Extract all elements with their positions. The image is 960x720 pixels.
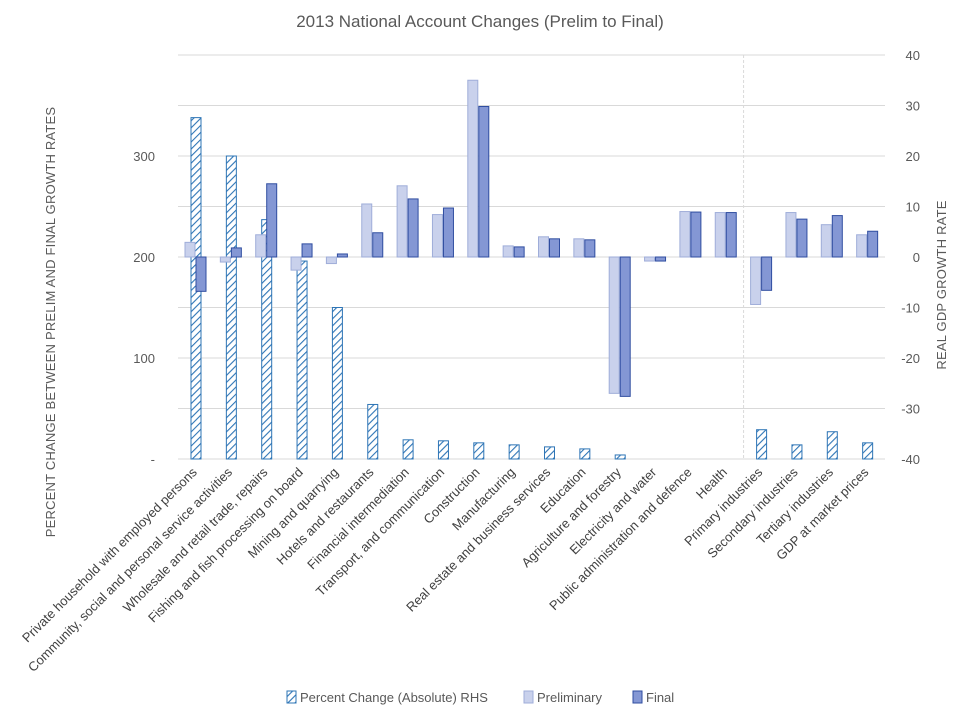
percent-change-bar <box>473 442 485 460</box>
preliminary-bar <box>785 212 797 258</box>
right-tick-label: 40 <box>906 48 920 63</box>
final-bar <box>831 215 843 258</box>
preliminary-bar <box>467 79 479 258</box>
right-tick-label: -30 <box>901 402 920 417</box>
percent-change-bar <box>331 307 343 460</box>
final-bar <box>301 243 313 258</box>
preliminary-bar <box>856 234 868 258</box>
preliminary-bar <box>573 238 585 258</box>
legend-swatch <box>632 690 643 704</box>
right-tick-label: -10 <box>901 301 920 316</box>
right-axis-title: REAL GDP GROWTH RATE <box>934 200 949 369</box>
final-bar <box>584 239 596 258</box>
left-tick-label: 200 <box>133 250 155 265</box>
final-bar <box>867 230 879 258</box>
percent-change-bar <box>225 155 237 460</box>
final-bar <box>442 207 454 258</box>
right-tick-label: 10 <box>906 200 920 215</box>
final-bar <box>195 256 207 292</box>
final-bar <box>549 238 560 258</box>
percent-change-bar <box>296 260 308 460</box>
legend-label: Percent Change (Absolute) RHS <box>300 690 488 705</box>
preliminary-bar <box>290 256 302 271</box>
final-bar <box>796 218 808 258</box>
right-tick-label: -40 <box>901 452 920 467</box>
final-bar <box>230 247 242 258</box>
legend-label: Final <box>646 690 674 705</box>
final-bar <box>619 256 631 397</box>
preliminary-bar <box>219 256 231 263</box>
preliminary-bar <box>644 256 656 262</box>
final-bar <box>336 253 348 258</box>
percent-change-bar <box>862 442 874 460</box>
final-bar <box>761 256 773 291</box>
gridlines <box>178 54 885 460</box>
final-bar <box>690 211 702 258</box>
percent-change-bar <box>791 444 803 460</box>
category-axis: Private household with employed personsC… <box>19 464 872 675</box>
legend-swatch <box>286 690 297 704</box>
percent-change-bar <box>367 403 379 460</box>
final-bar <box>655 256 667 262</box>
percent-change-bar <box>402 439 414 460</box>
left-axis-title: PERCENT CHANGE BETWEEN PRELIM AND FINAL … <box>43 107 58 538</box>
percent-change-bar <box>756 429 768 460</box>
final-bar <box>478 106 490 258</box>
legend-swatch <box>523 690 534 704</box>
preliminary-bar <box>396 185 408 258</box>
final-bar <box>407 198 419 258</box>
preliminary-bar <box>431 214 443 258</box>
category-label: Wholesale and retail trade, repairs <box>120 464 271 615</box>
percent-change-bar <box>544 446 555 460</box>
percent-change-bar <box>826 431 838 460</box>
preliminary-bar <box>325 256 337 265</box>
final-bar <box>513 246 525 258</box>
preliminary-bar <box>679 211 691 258</box>
right-tick-label: 20 <box>906 149 920 164</box>
left-tick-label: - <box>151 452 155 467</box>
legend: Percent Change (Absolute) RHS Preliminary… <box>286 690 674 705</box>
chart-title: 2013 National Account Changes (Prelim to… <box>296 12 664 31</box>
right-tick-label: -20 <box>901 351 920 366</box>
percent-change-bar <box>508 444 520 460</box>
preliminary-bar <box>361 203 373 258</box>
preliminary-bar <box>820 224 832 258</box>
preliminary-bar <box>538 236 549 258</box>
left-axis: - 100 200 300 <box>133 149 155 467</box>
preliminary-bar <box>502 245 514 258</box>
right-tick-label: 30 <box>906 99 920 114</box>
legend-label: Preliminary <box>537 690 603 705</box>
right-axis: -40 -30 -20 -10 0 10 20 30 40 <box>901 48 920 467</box>
final-bar <box>372 232 384 258</box>
left-tick-label: 100 <box>133 351 155 366</box>
percent-change-bar <box>579 448 591 460</box>
preliminary-bar <box>184 241 196 258</box>
left-tick-label: 300 <box>133 149 155 164</box>
percent-change-bar <box>614 454 626 460</box>
preliminary-bar <box>255 234 267 258</box>
preliminary-bar <box>714 212 726 258</box>
percent-change-bar <box>437 440 449 460</box>
final-bar <box>266 183 278 258</box>
bars <box>184 79 879 460</box>
final-bar <box>725 212 737 258</box>
preliminary-bar <box>608 256 620 394</box>
right-tick-label: 0 <box>913 250 920 265</box>
preliminary-bar <box>750 256 762 305</box>
